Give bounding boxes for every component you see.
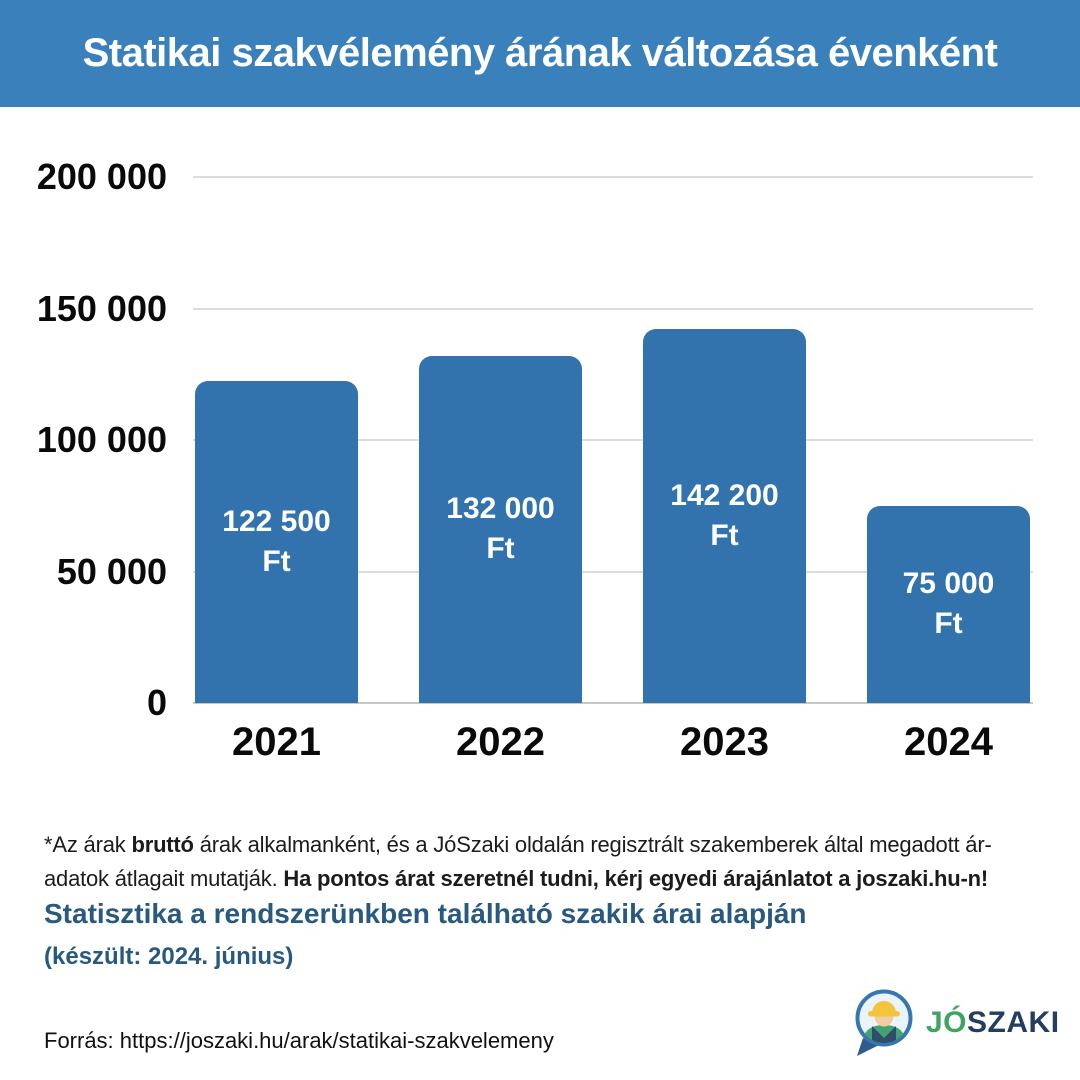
bar: 75 000 Ft	[867, 505, 1030, 703]
bar-unit-label: Ft	[262, 544, 291, 578]
bar-unit-label: Ft	[934, 607, 963, 641]
gridline	[193, 570, 1033, 573]
subtitle: Statisztika a rendszerünkben található s…	[44, 898, 807, 929]
x-axis-tick-label: 2022	[456, 720, 545, 764]
y-axis-tick-label: 100 000	[36, 419, 167, 460]
bar: 122 500 Ft	[195, 380, 358, 703]
source-line: Forrás: https://joszaki.hu/arak/statikai…	[44, 1028, 554, 1053]
footnote-line: adatok átlagait mutatják. Ha pontos árat…	[44, 866, 989, 891]
gridline	[193, 176, 1033, 178]
x-axis-tick-label: 2023	[680, 720, 769, 764]
footnote-line: *Az árak bruttó árak alkalmanként, és a …	[44, 832, 992, 857]
y-axis-tick-label: 0	[146, 682, 167, 723]
bar-unit-label: Ft	[486, 532, 515, 566]
y-axis-tick-label: 150 000	[36, 287, 167, 329]
x-axis-tick-label: 2024	[904, 720, 993, 764]
footnote: *Az árak bruttó árak alkalmanként, és a …	[44, 828, 1056, 896]
bar-unit-label: Ft	[710, 518, 739, 552]
joszaki-worker-icon	[855, 989, 913, 1056]
price-bar-chart: 200 000 150 000 100 000 50 000 0 122 500 Ft 202…	[0, 140, 1080, 780]
bar-value-label: 75 000	[902, 567, 995, 601]
gridline	[193, 439, 1033, 441]
y-axis-tick-label: 50 000	[56, 550, 167, 592]
page-title: Statikai szakvélemény árának változása é…	[82, 31, 998, 75]
bar: 132 000 Ft	[419, 355, 582, 703]
logo-szaki-text: SZAKI	[967, 1006, 1060, 1039]
title-bar: Statikai szakvélemény árának változása é…	[0, 0, 1080, 107]
x-axis-tick-label: 2021	[232, 720, 321, 764]
joszaki-wordmark: JÓSZAKI	[926, 1006, 1060, 1040]
subtitle-date: (készült: 2024. június)	[44, 943, 294, 970]
bar: 142 200 Ft	[643, 329, 806, 703]
bar-value-label: 132 000	[446, 492, 555, 526]
y-axis-tick-label: 200 000	[36, 156, 167, 197]
gridline	[193, 307, 1033, 310]
logo-jo-text: JÓ	[926, 1006, 968, 1039]
bar-value-label: 142 200	[670, 478, 779, 512]
bar-value-label: 122 500	[222, 504, 331, 538]
gridline	[193, 702, 1033, 704]
joszaki-logo: JÓSZAKI	[850, 986, 1060, 1060]
